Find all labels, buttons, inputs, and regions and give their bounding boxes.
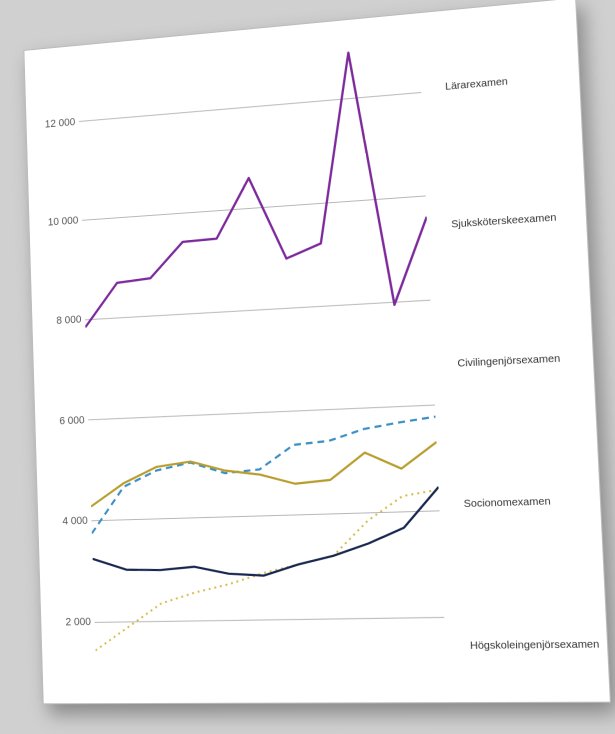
legend-swatch-icon <box>417 87 439 89</box>
legend: Lärarexamen Sjuksköterskeexamen Civiling… <box>417 71 593 653</box>
legend-item: Sjuksköterskeexamen <box>423 210 572 232</box>
legend-swatch-icon <box>429 364 451 365</box>
legend-label: Socionomexamen <box>463 495 550 510</box>
ytick-label: 2 000 <box>50 616 91 628</box>
ytick-label: 4 000 <box>47 515 88 528</box>
legend-item: Socionomexamen <box>435 494 585 511</box>
legend-label: Lärarexamen <box>445 75 508 92</box>
legend-label: Civilingenjörsexamen <box>457 352 560 369</box>
legend-label: Sjuksköterskeexamen <box>451 211 557 230</box>
legend-swatch-icon <box>435 504 457 505</box>
ytick-label: 10 000 <box>38 215 78 229</box>
chart-card: 12 000 10 000 8 000 6 000 4 000 2 000 Lä… <box>23 0 611 704</box>
ytick-label: 12 000 <box>35 116 75 131</box>
legend-label: Högskoleingenjörsexamen <box>470 638 600 652</box>
legend-item: Högskoleingenjörsexamen <box>441 638 592 652</box>
ytick-label: 6 000 <box>44 414 84 427</box>
plot-area <box>77 41 446 673</box>
legend-item: Civilingenjörsexamen <box>429 352 579 371</box>
legend-item: Lärarexamen <box>417 71 565 96</box>
chart-svg <box>77 41 446 673</box>
ytick-label: 8 000 <box>41 314 81 328</box>
legend-swatch-icon <box>423 225 445 226</box>
